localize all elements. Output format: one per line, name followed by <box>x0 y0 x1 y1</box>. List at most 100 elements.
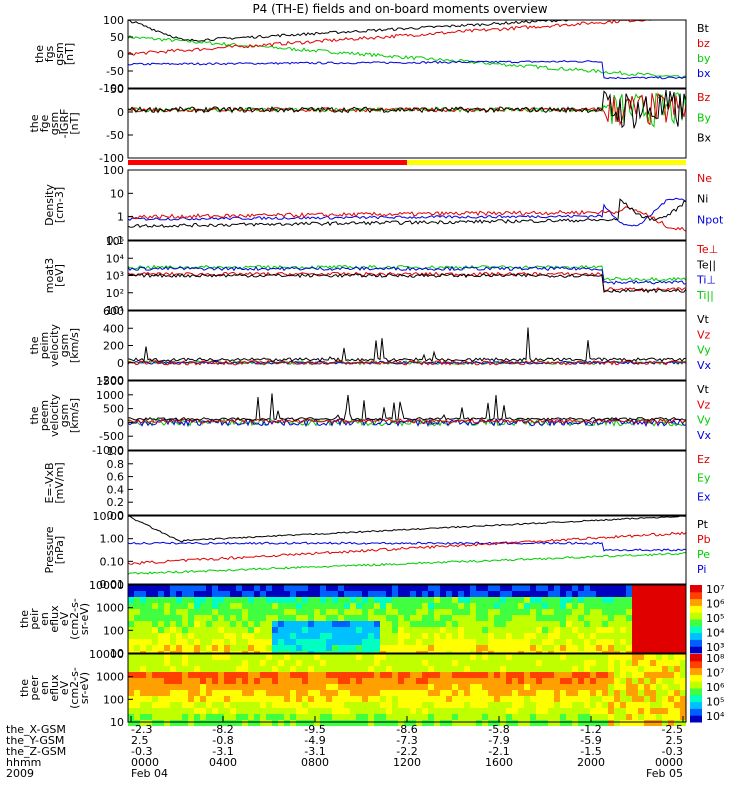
electron-spectrogram <box>128 654 686 726</box>
ylabel-text: [nT] <box>63 43 76 65</box>
colorbar-cell <box>690 694 702 703</box>
ylabel-text: (cm2-s- <box>68 667 81 709</box>
ytick-label: 0.10 <box>100 555 125 568</box>
ytick-label: 10¹ <box>106 304 124 317</box>
xaxis-value: -5.8 <box>488 723 509 736</box>
colorbar-cell <box>690 612 702 620</box>
colorbar-cell <box>690 667 702 675</box>
ytick-label: 1000 <box>96 389 124 402</box>
legend-entry: Ex <box>697 490 711 503</box>
colorbar-cell <box>690 660 702 669</box>
xaxis-value: -0.3 <box>662 745 683 758</box>
colorbar-label: 10⁷ <box>706 583 724 596</box>
legend-entry: Vz <box>697 398 711 411</box>
xaxis-value: -1.5 <box>580 745 601 758</box>
xaxis-value: -2.2 <box>396 745 417 758</box>
ne-line <box>127 206 687 232</box>
ylabel-text: eflux <box>48 674 61 702</box>
ylabel-text: peim <box>38 332 51 360</box>
legend-entry: Bz <box>697 91 711 104</box>
legend-entry: Vy <box>697 344 711 357</box>
ytick-label: -100 <box>99 152 124 165</box>
xaxis-value: -5.9 <box>580 734 601 747</box>
colorbar-label: 10⁶ <box>706 598 725 611</box>
ylabel-text: the <box>28 406 41 424</box>
ytick-label: 0 <box>117 106 124 119</box>
ylabel-text: Density <box>43 184 56 226</box>
ytick-label: -100 <box>99 82 124 95</box>
ylabel-text: gsm <box>58 404 71 427</box>
tiperp-line <box>127 266 687 285</box>
ylabel-text: en <box>38 681 51 695</box>
xaxis-row-name: 2009 <box>6 767 34 780</box>
legend-entry: by <box>697 52 711 65</box>
ytick-label: 10⁵ <box>106 235 124 248</box>
legend-entry: Te⊥ <box>696 243 718 256</box>
ylabel-text: gsm <box>48 112 61 135</box>
ylabel-text: fge <box>38 114 51 132</box>
ytick-label: 10.00 <box>93 510 125 523</box>
ytick-label: -50 <box>106 65 124 78</box>
ylabel-text: the <box>18 679 31 697</box>
ylabel-text: the <box>33 45 46 63</box>
colorbar-cell <box>690 598 702 606</box>
colorbar-cell <box>690 639 702 647</box>
ylabel-text: moat3 <box>43 258 56 294</box>
ytick-label: -1000 <box>92 444 124 457</box>
ylabel-text: eflux <box>48 605 61 633</box>
ylabel-text: peem <box>38 400 51 431</box>
ytick-label: 1.00 <box>100 533 125 546</box>
ylabel-text: peer <box>28 675 41 701</box>
xaxis-value: -9.5 <box>304 723 325 736</box>
colorbar-label: 10⁴ <box>706 710 725 723</box>
ytick-label: 10 <box>110 187 124 200</box>
colorbar-cell <box>690 632 702 640</box>
legend-entry: Bt <box>697 22 710 35</box>
legend-entry: Vx <box>697 359 712 372</box>
panel-frame-6 <box>127 450 687 516</box>
ylabel-text: sr-eV) <box>78 672 91 704</box>
ytick-label: 1 <box>117 211 124 224</box>
ytick-label: 400 <box>103 322 124 335</box>
ytick-label: 0.6 <box>107 471 125 484</box>
colorbar-label: 10⁸ <box>706 652 725 665</box>
xaxis-value: -2.3 <box>131 723 152 736</box>
xaxis-value: -8.6 <box>396 723 417 736</box>
ylabel-text: sr-eV) <box>78 603 91 635</box>
ytick-label: 1500 <box>96 375 124 388</box>
legend-entry: Bx <box>697 132 712 145</box>
ylabel-text: (cm2-s- <box>68 598 81 640</box>
xaxis-value: -2.1 <box>488 745 509 758</box>
ylabel-text: the <box>28 114 41 132</box>
ytick-label: 1000 <box>96 671 124 684</box>
xaxis-value: -4.9 <box>304 734 325 747</box>
by-line <box>127 34 687 79</box>
legend-entry: Pe <box>697 548 710 561</box>
xaxis-value: -0.8 <box>212 734 233 747</box>
panel-frame-2 <box>127 169 687 241</box>
ylabel-text: [nT] <box>68 112 81 134</box>
xaxis-value: 0000 <box>131 756 159 769</box>
ylabel-text: [km/s] <box>68 328 81 363</box>
panel-frame-1 <box>127 88 687 159</box>
legend-entry: bx <box>697 67 711 80</box>
vet-line <box>127 393 687 422</box>
ytick-label: 0 <box>117 357 124 370</box>
ytick-label: -50 <box>106 129 124 142</box>
ytick-label: 0.2 <box>107 496 125 509</box>
ylabel-text: [mV/m] <box>53 462 66 503</box>
xaxis-value: -0.3 <box>131 745 152 758</box>
colorbar-cell <box>690 715 702 723</box>
xaxis-row-name: hhmm <box>6 756 41 769</box>
ylabel-text: fgs <box>43 45 56 62</box>
ylabel-text: [eV] <box>53 264 66 287</box>
panel-frame-5 <box>127 380 687 451</box>
ytick-label: 10 <box>110 647 124 660</box>
tipar-line <box>127 264 687 282</box>
panel-frame-7 <box>127 515 687 585</box>
legend-entry: Vt <box>697 383 710 396</box>
xaxis-value: Feb 04 <box>131 767 168 780</box>
bx-line <box>127 60 687 80</box>
legend-entry: Vz <box>697 328 711 341</box>
mode-bar-slow <box>407 160 686 165</box>
